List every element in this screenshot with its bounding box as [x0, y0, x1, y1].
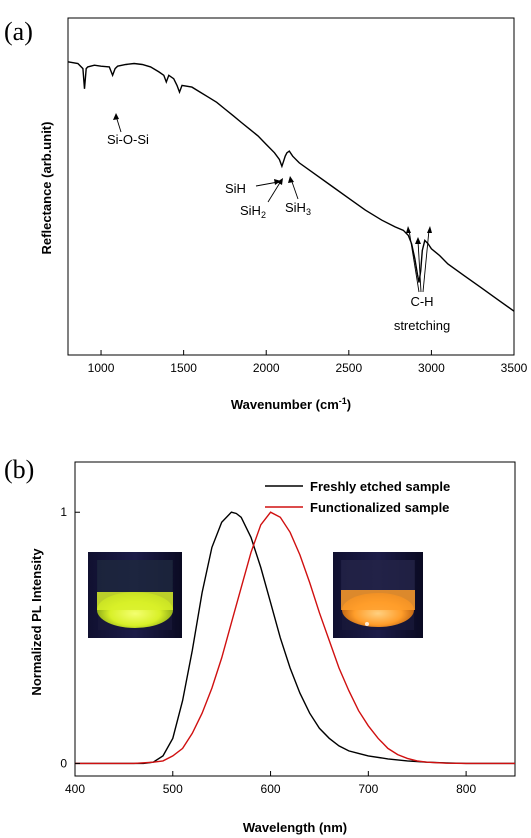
freshly-etched-vial-photo: [88, 552, 182, 638]
panel-a-x-tick-label: 3500: [501, 361, 528, 375]
panel-b-y-tick-label: 0: [60, 756, 67, 770]
panel-a-x-tick-label: 1000: [88, 361, 115, 375]
panel-a-x-tick-label: 1500: [170, 361, 197, 375]
annotation-sih: SiH: [225, 181, 246, 196]
panel-a: (a) 1000 1500 2000 2500 3000 3500 Wavenumber …: [4, 17, 528, 412]
annotation-c-h-arrowheads: [406, 226, 432, 244]
panel-b-x-tick-label: 500: [163, 782, 183, 796]
panel-b-x-tick-label: 800: [456, 782, 476, 796]
annotation-sih-arrow: [255, 181, 279, 187]
annotation-sih2-arrow: [267, 180, 282, 203]
panel-b-y-tick-label: 1: [60, 505, 67, 519]
legend-label-functionalized: Functionalized sample: [310, 500, 449, 515]
panel-b-x-ticks: 400 500 600 700 800: [65, 771, 476, 796]
annotation-sih3-arrow: [290, 178, 299, 200]
panel-a-plot-frame: [67, 17, 515, 356]
panel-b-legend: Freshly etched sample Functionalized sam…: [265, 479, 450, 515]
functionalized-vial-photo: [333, 552, 423, 638]
annotation-sih2: SiH2: [240, 203, 266, 220]
annotation-si-o-si-arrowhead: [113, 113, 119, 120]
panel-b: (b) 400 500 600 700 800 01 Wavelength (nm) N…: [4, 455, 516, 835]
panel-a-x-tick-label: 3000: [418, 361, 445, 375]
legend-label-freshly-etched: Freshly etched sample: [310, 479, 450, 494]
series-line-freshly-etched: [75, 511, 515, 765]
annotation-sih3-arrowhead: [288, 176, 294, 183]
panel-b-label: (b): [4, 455, 34, 484]
panel-a-x-tick-label: 2500: [335, 361, 362, 375]
annotation-c-h: C-H: [410, 294, 433, 309]
annotation-sih3: SiH3: [285, 200, 311, 217]
panel-b-y-ticks: 01: [60, 505, 80, 770]
panel-b-x-tick-label: 600: [261, 782, 281, 796]
panel-b-x-tick-label: 700: [358, 782, 378, 796]
panel-a-x-axis-label: Wavenumber (cm-1): [231, 396, 351, 412]
panel-b-x-axis-label: Wavelength (nm): [243, 820, 347, 835]
panel-b-y-axis-label: Normalized PL Intensity: [29, 548, 44, 696]
annotation-c-h-arrows: [408, 229, 430, 293]
panel-a-y-axis-label: Reflectance (arb.unit): [39, 122, 54, 255]
annotation-stretching: stretching: [394, 318, 450, 333]
panel-a-x-tick-label: 2000: [253, 361, 280, 375]
annotation-si-o-si: Si-O-Si: [107, 132, 149, 147]
panel-a-x-ticks: 1000 1500 2000 2500 3000 3500: [88, 350, 528, 375]
series-line-functionalized: [75, 511, 515, 765]
annotation-sih2-arrowhead: [277, 178, 283, 185]
panel-a-label: (a): [4, 17, 33, 46]
panel-b-plot-frame: [74, 461, 516, 777]
panel-a-series-line: [67, 61, 515, 312]
panel-b-x-tick-label: 400: [65, 782, 85, 796]
